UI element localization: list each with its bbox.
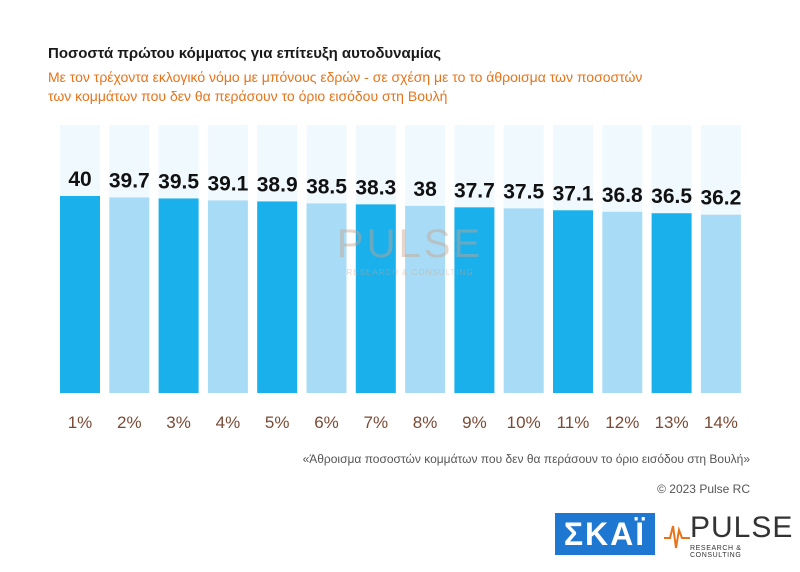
x-tick-label: 2% <box>117 413 142 432</box>
bar <box>602 211 643 393</box>
x-tick-label: 11% <box>557 413 590 432</box>
bar <box>651 213 692 393</box>
x-tick-label: 10% <box>507 413 541 432</box>
x-tick-label: 4% <box>216 413 241 432</box>
bar <box>454 207 495 393</box>
bar-value-label: 39.7 <box>109 169 150 192</box>
bar <box>553 210 593 393</box>
bar-value-label: 38.5 <box>306 175 347 198</box>
bar-chart: 40 39.7 39.5 39.1 38.9 38.5 38.3 38 37.7 37.5 37.1… <box>60 125 741 432</box>
x-tick-label: 13% <box>655 413 689 432</box>
bar-value-label: 40 <box>68 168 91 191</box>
bar-value-label: 38 <box>413 178 437 201</box>
bars <box>60 196 741 393</box>
x-tick-label: 7% <box>364 413 389 432</box>
bar-value-label: 37.7 <box>454 179 495 202</box>
x-axis-labels: 1% 2% 3% 4% 5% 6% 7% 8% 9% 10% 11% 12% 13% 14% <box>68 413 738 432</box>
bar-value-label: 38.3 <box>355 176 396 199</box>
bar <box>60 196 100 393</box>
bar <box>207 200 248 393</box>
chart-title: Ποσοστά πρώτου κόμματος για επίτευξη αυτ… <box>48 45 442 62</box>
x-tick-label: 8% <box>413 413 438 432</box>
x-tick-label: 12% <box>605 413 639 432</box>
x-tick-label: 3% <box>166 413 191 432</box>
value-labels: 40 39.7 39.5 39.1 38.9 38.5 38.3 38 37.7 37.5 37.1… <box>68 168 741 210</box>
chart-subtitle: Με τον τρέχοντα εκλογικό νόμο με μπόνους… <box>48 69 643 104</box>
bar <box>306 203 347 393</box>
skai-logo: ΣΚΑΪ <box>555 513 655 555</box>
x-tick-label: 14% <box>704 413 738 432</box>
x-tick-label: 6% <box>314 413 339 432</box>
pulse-logo-name: PULSE <box>690 511 794 544</box>
bar <box>355 204 396 393</box>
x-axis-title: «Άθροισμα ποσοστών κομμάτων που δεν θα π… <box>302 452 750 466</box>
bar <box>158 198 199 393</box>
x-tick-label: 5% <box>265 413 290 432</box>
copyright: © 2023 Pulse RC <box>657 482 750 496</box>
bar <box>257 201 298 393</box>
bar-value-label: 36.2 <box>700 187 741 210</box>
bar <box>109 197 150 393</box>
bar-value-label: 39.1 <box>207 172 248 195</box>
bar <box>405 205 446 393</box>
bar-value-label: 36.8 <box>602 184 643 207</box>
bar-value-label: 38.9 <box>257 173 298 196</box>
x-tick-label: 1% <box>68 413 93 432</box>
bar <box>503 208 544 393</box>
pulse-wave-icon <box>664 525 690 549</box>
bar-value-label: 36.5 <box>651 185 692 208</box>
pulse-logo-tagline: RESEARCH & CONSULTING <box>690 545 742 559</box>
bar-value-label: 37.5 <box>503 180 544 203</box>
x-tick-label: 9% <box>462 413 487 432</box>
pulse-logo: PULSE RESEARCH & CONSULTING <box>664 510 792 559</box>
bar-value-label: 37.1 <box>553 182 594 205</box>
bar <box>700 214 741 393</box>
bar-value-label: 39.5 <box>158 170 199 193</box>
